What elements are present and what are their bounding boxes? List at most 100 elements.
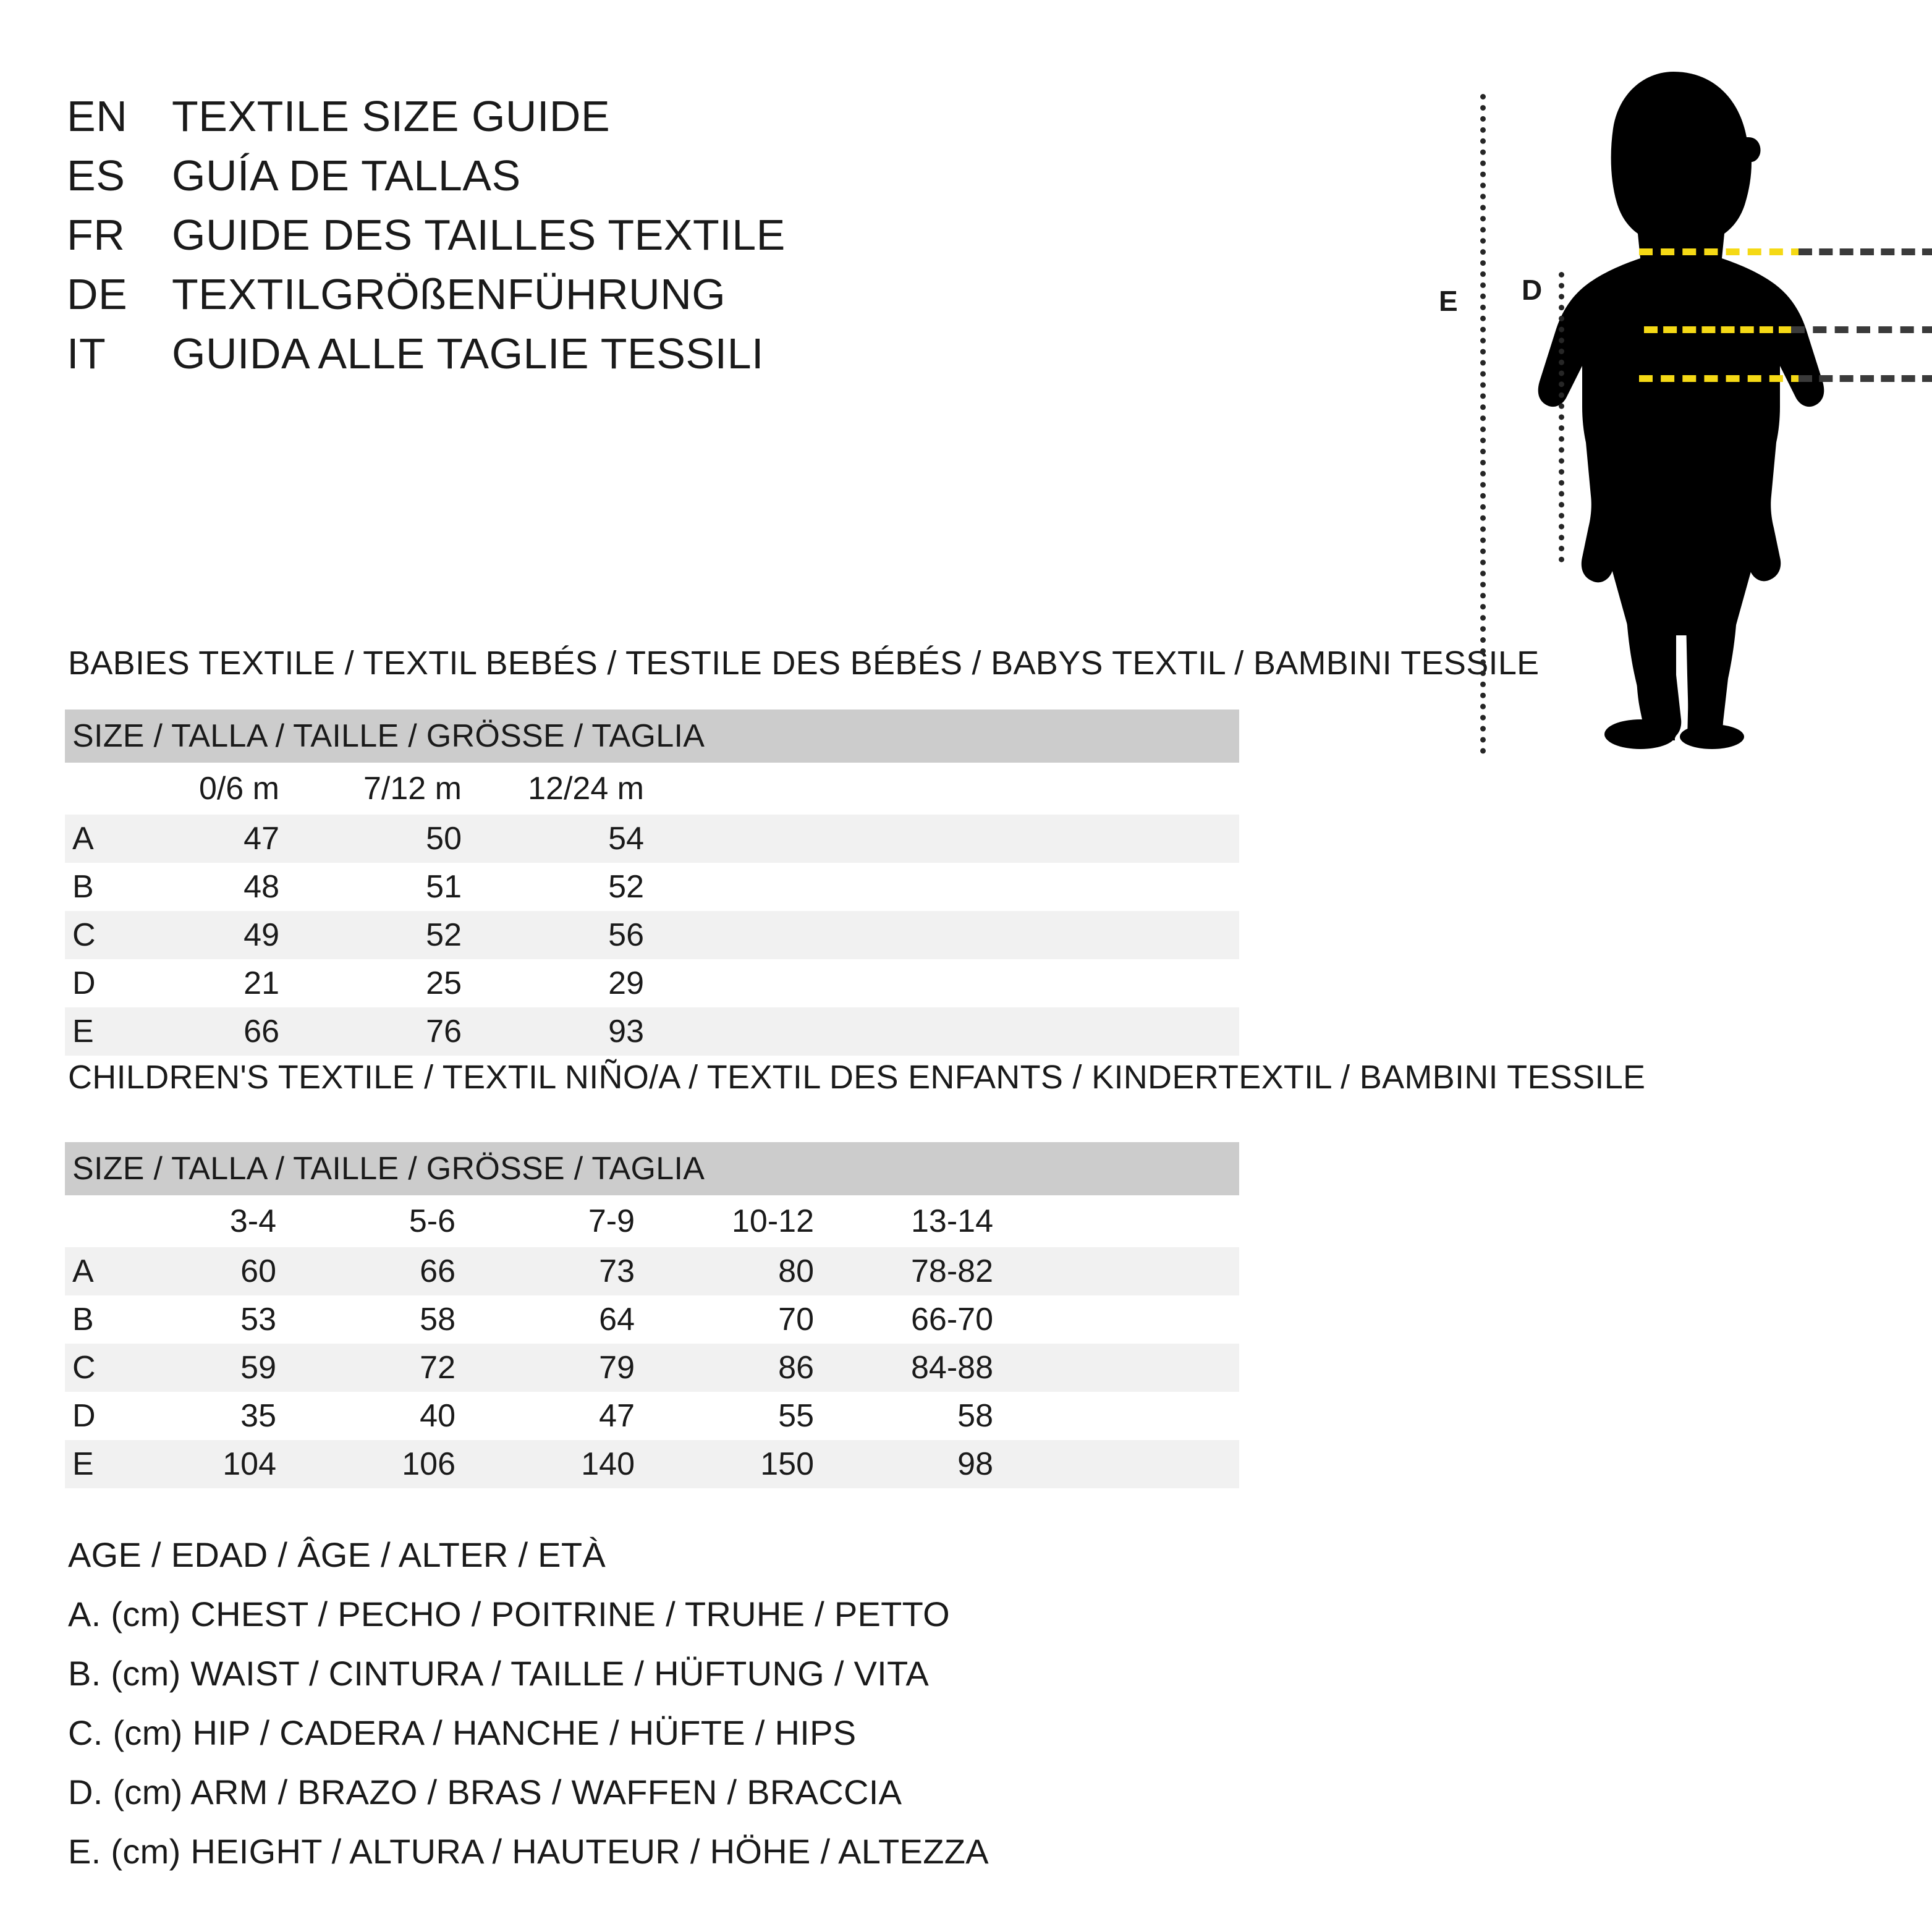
babies-row-label-c: C: [65, 911, 133, 959]
table-row: D 35 40 47 55 58: [65, 1392, 1239, 1440]
children-cell-b-1: 58: [312, 1295, 491, 1344]
legend-line-e-height: E. (cm) HEIGHT / ALTURA / HAUTEUR / HÖHE…: [68, 1832, 989, 1871]
chest-measure-line-a: [1639, 248, 1805, 255]
hip-measure-line-c: [1639, 375, 1805, 382]
babies-row-label-d: D: [65, 959, 133, 1007]
babies-cell-d-0: 21: [133, 959, 315, 1007]
children-colhead-3: 10-12: [671, 1195, 850, 1247]
babies-colhead-blank: [65, 763, 133, 815]
title-lang-fr: FR: [67, 211, 125, 259]
babies-cell-a-2: 54: [498, 815, 680, 863]
babies-row-label-e: E: [65, 1007, 133, 1056]
babies-cell-b-2: 52: [498, 863, 680, 911]
table-row: C 49 52 56: [65, 911, 1239, 959]
children-cell-a-1: 66: [312, 1247, 491, 1295]
children-cell-b-4: 66-70: [850, 1295, 1029, 1344]
babies-banner-label: SIZE / TALLA / TAILLE / GRÖSSE / TAGLIA: [65, 710, 1239, 763]
babies-cell-a-1: 50: [315, 815, 498, 863]
children-cell-e-2: 140: [491, 1440, 671, 1488]
legend-line-c-hip: C. (cm) HIP / CADERA / HANCHE / HÜFTE / …: [68, 1713, 857, 1752]
children-cell-d-2: 47: [491, 1392, 671, 1440]
children-cell-e-0: 104: [133, 1440, 312, 1488]
table-row: E 104 106 140 150 98: [65, 1440, 1239, 1488]
babies-row-e-spacer: [680, 1007, 1239, 1056]
children-cell-a-3: 80: [671, 1247, 850, 1295]
children-cell-c-1: 72: [312, 1344, 491, 1392]
table-row: B 48 51 52: [65, 863, 1239, 911]
children-cell-d-4: 58: [850, 1392, 1029, 1440]
children-colhead-1: 5-6: [312, 1195, 491, 1247]
babies-banner-row: SIZE / TALLA / TAILLE / GRÖSSE / TAGLIA: [65, 710, 1239, 763]
legend-line-d-arm: D. (cm) ARM / BRAZO / BRAS / WAFFEN / BR…: [68, 1773, 902, 1811]
children-banner-label: SIZE / TALLA / TAILLE / GRÖSSE / TAGLIA: [65, 1142, 1239, 1195]
babies-row-a-spacer: [680, 815, 1239, 863]
children-row-label-e: E: [65, 1440, 133, 1488]
children-row-label-a: A: [65, 1247, 133, 1295]
table-row: D 21 25 29: [65, 959, 1239, 1007]
children-cell-a-2: 73: [491, 1247, 671, 1295]
babies-cell-b-1: 51: [315, 863, 498, 911]
size-guide-title-block: EN TEXTILE SIZE GUIDE ES GUÍA DE TALLAS …: [67, 91, 932, 388]
children-cell-c-4: 84-88: [850, 1344, 1029, 1392]
arm-guide-line-d: [1559, 272, 1564, 562]
title-lang-en: EN: [67, 92, 128, 140]
hip-leader-line-c: [1799, 375, 1932, 382]
waist-measure-line-b: [1644, 326, 1792, 333]
table-row: A 47 50 54: [65, 815, 1239, 863]
children-section-heading: CHILDREN'S TEXTILE / TEXTIL NIÑO/A / TEX…: [68, 1059, 1646, 1096]
height-guide-line-e: [1480, 94, 1486, 754]
table-row: A 60 66 73 80 78-82: [65, 1247, 1239, 1295]
children-row-a-spacer: [1029, 1247, 1239, 1295]
children-row-e-spacer: [1029, 1440, 1239, 1488]
title-lang-de: DE: [67, 270, 128, 318]
babies-cell-e-0: 66: [133, 1007, 315, 1056]
children-cell-a-4: 78-82: [850, 1247, 1029, 1295]
title-row-it: IT GUIDA ALLE TAGLIE TESSILI: [67, 329, 932, 388]
children-cell-c-3: 86: [671, 1344, 850, 1392]
chest-leader-line-a: [1799, 248, 1932, 255]
title-row-de: DE TEXTILGRÖßENFÜHRUNG: [67, 269, 932, 329]
children-colhead-spacer: [1029, 1195, 1239, 1247]
title-text-it: GUIDA ALLE TAGLIE TESSILI: [172, 329, 764, 378]
waist-leader-line-b: [1791, 326, 1932, 333]
children-cell-e-3: 150: [671, 1440, 850, 1488]
children-row-label-c: C: [65, 1344, 133, 1392]
babies-section-heading: BABIES TEXTILE / TEXTIL BEBÉS / TESTILE …: [68, 645, 1540, 682]
children-colhead-2: 7-9: [491, 1195, 671, 1247]
measurement-legend: AGE / EDAD / ÂGE / ALTER / ETÀ A. (cm) C…: [68, 1525, 1119, 1881]
children-cell-d-1: 40: [312, 1392, 491, 1440]
child-silhouette-icon: [1538, 72, 1824, 749]
babies-cell-c-0: 49: [133, 911, 315, 959]
babies-row-c-spacer: [680, 911, 1239, 959]
children-row-c-spacer: [1029, 1344, 1239, 1392]
title-row-es: ES GUÍA DE TALLAS: [67, 151, 932, 210]
babies-cell-d-2: 29: [498, 959, 680, 1007]
title-text-de: TEXTILGRÖßENFÜHRUNG: [172, 270, 726, 318]
table-row: C 59 72 79 86 84-88: [65, 1344, 1239, 1392]
babies-row-label-a: A: [65, 815, 133, 863]
babies-column-header-row: 0/6 m 7/12 m 12/24 m: [65, 763, 1239, 815]
babies-cell-b-0: 48: [133, 863, 315, 911]
children-colhead-blank: [65, 1195, 133, 1247]
children-banner-row: SIZE / TALLA / TAILLE / GRÖSSE / TAGLIA: [65, 1142, 1239, 1195]
children-row-label-b: B: [65, 1295, 133, 1344]
babies-size-table: SIZE / TALLA / TAILLE / GRÖSSE / TAGLIA …: [65, 710, 1239, 1056]
children-colhead-4: 13-14: [850, 1195, 1029, 1247]
children-cell-b-2: 64: [491, 1295, 671, 1344]
babies-colhead-0: 0/6 m: [133, 763, 315, 815]
babies-cell-d-1: 25: [315, 959, 498, 1007]
babies-row-b-spacer: [680, 863, 1239, 911]
babies-cell-c-1: 52: [315, 911, 498, 959]
title-row-fr: FR GUIDE DES TAILLES TEXTILE: [67, 210, 932, 269]
children-cell-e-1: 106: [312, 1440, 491, 1488]
children-column-header-row: 3-4 5-6 7-9 10-12 13-14: [65, 1195, 1239, 1247]
children-size-table: SIZE / TALLA / TAILLE / GRÖSSE / TAGLIA …: [65, 1142, 1239, 1488]
dimension-label-d: D: [1522, 274, 1543, 306]
children-colhead-0: 3-4: [133, 1195, 312, 1247]
babies-cell-c-2: 56: [498, 911, 680, 959]
babies-cell-a-0: 47: [133, 815, 315, 863]
children-cell-c-0: 59: [133, 1344, 312, 1392]
dimension-label-e: E: [1439, 285, 1458, 317]
babies-cell-e-1: 76: [315, 1007, 498, 1056]
children-cell-e-4: 98: [850, 1440, 1029, 1488]
